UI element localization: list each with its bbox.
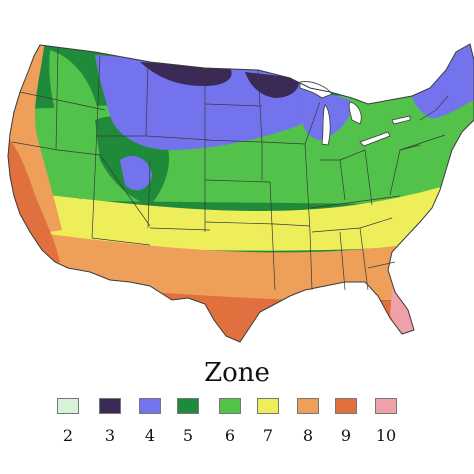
legend-zone-label: 8: [302, 426, 314, 445]
legend-zone-label: 6: [224, 426, 236, 445]
legend-swatch: [335, 398, 357, 414]
zone-map: [7, 43, 474, 343]
legend-item-zone-5: 5: [168, 398, 208, 445]
lake-superior: [299, 81, 333, 99]
legend-item-zone-6: 6: [210, 398, 250, 445]
zone-6-northwest: [49, 50, 102, 200]
legend-title: Zone: [204, 358, 270, 388]
legend-item-zone-9: 9: [326, 398, 366, 445]
zone-4-new-england: [408, 44, 474, 119]
legend-zone-label: 10: [375, 426, 397, 445]
zone-legend: 2 3 4 5 6 7 8 9: [0, 398, 474, 458]
legend-swatch: [219, 398, 241, 414]
legend-zone-label: 7: [262, 426, 274, 445]
zone-7-region: [8, 178, 474, 251]
zone-10-florida: [390, 290, 416, 335]
legend-swatch: [57, 398, 79, 414]
legend-zone-label: 4: [144, 426, 156, 445]
legend-swatch: [257, 398, 279, 414]
zone-bands: [8, 44, 474, 342]
legend-item-zone-2: 2: [48, 398, 88, 445]
legend-item-zone-4: 4: [130, 398, 170, 445]
lake-huron: [348, 101, 362, 125]
lake-ontario: [391, 115, 411, 125]
legend-item-zone-10: 10: [366, 398, 406, 445]
us-outline: [7, 43, 474, 343]
lake-michigan: [321, 104, 331, 146]
legend-item-zone-7: 7: [248, 398, 288, 445]
zone-3-maine: [428, 44, 447, 64]
legend-swatch: [139, 398, 161, 414]
legend-swatch: [297, 398, 319, 414]
legend-zone-label: 3: [104, 426, 116, 445]
legend-swatch: [99, 398, 121, 414]
legend-zone-label: 5: [182, 426, 194, 445]
legend-zone-label: 9: [340, 426, 352, 445]
legend-zone-label: 2: [62, 426, 74, 445]
legend-swatch: [177, 398, 199, 414]
legend-item-zone-8: 8: [288, 398, 328, 445]
map-area: [7, 43, 474, 343]
zone-4-rockies: [120, 155, 152, 191]
great-lakes: [299, 81, 411, 147]
legend-swatch: [375, 398, 397, 414]
lake-erie: [359, 131, 391, 147]
legend-item-zone-3: 3: [90, 398, 130, 445]
state-borders: [11, 47, 449, 291]
